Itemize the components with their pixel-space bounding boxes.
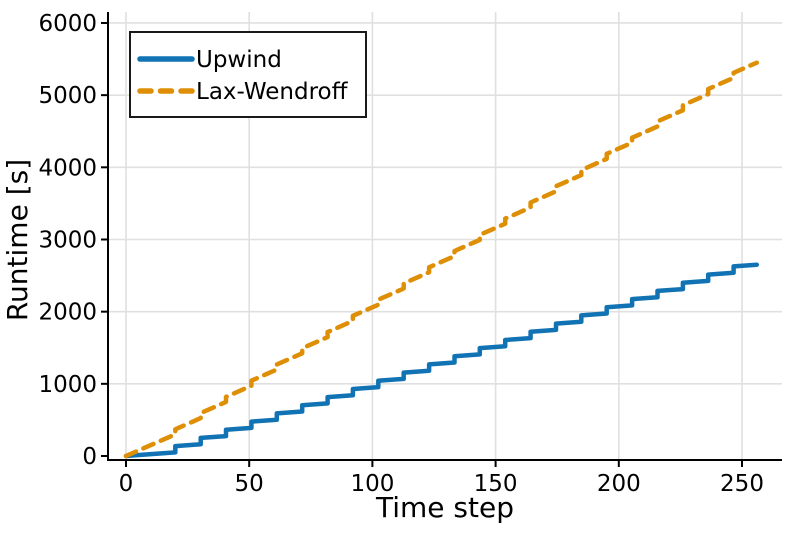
y-tick-label: 0 (82, 444, 97, 470)
x-tick-label: 0 (119, 471, 134, 497)
axes (101, 12, 782, 467)
tick-labels: 0 50 100 150 200 250 0 1000 2000 3000 4000 5000 6000 (38, 11, 764, 497)
y-tick-label: 1000 (38, 372, 97, 398)
y-tick-label: 3000 (38, 227, 97, 253)
x-axis-label: Time step (375, 491, 514, 524)
data-series (123, 60, 760, 459)
x-tick-label: 200 (597, 471, 641, 497)
x-tick-label: 150 (474, 471, 518, 497)
y-tick-label: 2000 (38, 300, 97, 326)
legend: Upwind Lax-Wendroff (129, 31, 367, 118)
x-tick-label: 250 (720, 471, 764, 497)
legend-frame (129, 31, 367, 118)
legend-label-lax-wendroff: Lax-Wendroff (196, 79, 349, 105)
legend-label-upwind: Upwind (196, 47, 282, 73)
y-tick-label: 6000 (38, 11, 97, 37)
x-tick-label: 50 (235, 471, 264, 497)
y-tick-label: 5000 (38, 83, 97, 109)
series-lax-wendroff-line (123, 60, 760, 459)
y-axis-label: Runtime [s] (1, 159, 34, 321)
series-upwind-line (123, 262, 760, 459)
y-tick-label: 4000 (38, 155, 97, 181)
x-tick-label: 100 (350, 471, 394, 497)
